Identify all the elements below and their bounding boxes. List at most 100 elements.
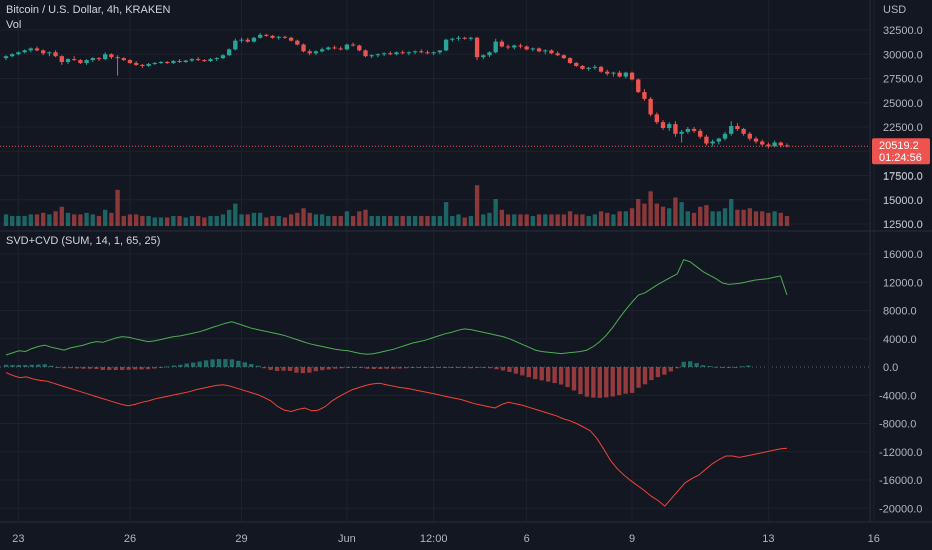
volume-bar — [524, 214, 529, 226]
candle-body — [536, 48, 542, 52]
volume-bar — [710, 211, 715, 226]
candle-body — [642, 92, 647, 99]
histogram-bar — [326, 367, 331, 370]
volume-bar — [784, 215, 790, 226]
candle-body — [474, 37, 480, 58]
candle-body — [760, 141, 765, 145]
volume-bar — [171, 215, 176, 226]
volume-bar — [53, 211, 58, 226]
candle-body — [493, 41, 498, 53]
volume-bar — [747, 208, 752, 226]
candle-body — [437, 50, 443, 53]
volume-bar — [245, 214, 250, 226]
symbol-title[interactable]: Bitcoin / U.S. Dollar, 4h, KRAKEN — [6, 4, 171, 16]
histogram-bar — [145, 367, 151, 370]
volume-bar — [326, 215, 331, 226]
positive-cvd-line — [5, 258, 788, 356]
price-tick-label: 22500.0 — [883, 122, 923, 134]
candle-body — [778, 142, 783, 146]
volume-label[interactable]: Vol — [6, 19, 21, 31]
candle-body — [772, 142, 777, 147]
time-tick-label: Jun — [338, 533, 356, 545]
histogram-bar — [216, 359, 222, 367]
histogram-bar — [74, 367, 80, 369]
candle-body — [251, 37, 257, 42]
candle-body — [667, 124, 672, 128]
volume-bar — [629, 208, 635, 226]
histogram-bar — [371, 367, 377, 369]
volume-bar — [3, 214, 9, 226]
volume-bar — [220, 214, 226, 226]
candle-body — [673, 124, 678, 134]
candle-body — [722, 133, 728, 139]
candle-body — [220, 55, 226, 59]
histogram-bar — [565, 367, 570, 388]
volume-bar — [598, 211, 604, 226]
candlesticks — [3, 32, 790, 149]
candle-body — [164, 62, 170, 64]
candle-body — [679, 131, 684, 134]
histogram-bar — [262, 367, 267, 369]
volume-bar — [636, 199, 641, 226]
candle-body — [233, 40, 238, 50]
candle-body — [567, 58, 573, 63]
histogram-bar — [184, 363, 189, 367]
histogram-bar — [223, 359, 228, 367]
indicator-title[interactable]: SVD+CVD (SUM, 14, 1, 65, 25) — [6, 235, 160, 247]
histogram-bar — [707, 366, 712, 368]
volume-bar — [623, 211, 629, 226]
time-tick-label: 6 — [524, 533, 530, 545]
candle-body — [505, 46, 511, 48]
volume-bars — [3, 185, 790, 226]
candle-body — [276, 36, 281, 38]
candle-body — [28, 48, 33, 51]
negative-cvd-line — [5, 372, 788, 507]
histogram-bar — [655, 367, 661, 378]
indicator-tick-label: -12000.0 — [879, 447, 922, 459]
volume-bar — [177, 215, 182, 226]
volume-bar — [282, 217, 288, 226]
candle-body — [555, 53, 560, 56]
volume-bar — [109, 212, 114, 226]
candle-body — [617, 72, 622, 77]
candle-body — [282, 36, 288, 38]
candle-body — [443, 39, 449, 51]
volume-bar — [673, 197, 678, 226]
candle-body — [152, 62, 157, 64]
volume-bar — [543, 214, 548, 226]
candle-body — [543, 50, 548, 52]
volume-bar — [437, 215, 443, 226]
histogram-bar — [436, 367, 441, 368]
volume-bar — [716, 211, 721, 226]
histogram-bar — [107, 367, 112, 370]
time-tick-label: 26 — [124, 533, 136, 545]
volume-bar — [270, 215, 275, 226]
volume-bar — [505, 214, 511, 226]
volume-bar — [567, 211, 573, 226]
indicator-tick-label: -20000.0 — [879, 503, 922, 515]
volume-bar — [580, 214, 585, 226]
candle-body — [195, 59, 201, 61]
volume-bar — [276, 215, 281, 226]
candle-body — [295, 40, 300, 45]
candle-body — [691, 128, 697, 131]
volume-tick-label: 17500.0 — [883, 171, 923, 183]
histogram-bar — [10, 365, 15, 367]
histogram-bar — [36, 364, 41, 367]
volume-bar — [301, 208, 306, 226]
volume-bar — [133, 214, 139, 226]
indicator-tick-label: 12000.0 — [883, 277, 923, 289]
histogram-bar — [507, 367, 512, 372]
candle-body — [177, 61, 182, 63]
histogram-bar — [139, 367, 144, 370]
histogram-bar — [526, 367, 531, 378]
volume-bar — [195, 215, 201, 226]
volume-bar — [375, 215, 381, 226]
candle-body — [574, 62, 579, 66]
histogram-bar — [668, 367, 673, 372]
volume-bar — [394, 215, 399, 226]
histogram-bar — [81, 367, 86, 369]
candle-body — [598, 66, 604, 72]
